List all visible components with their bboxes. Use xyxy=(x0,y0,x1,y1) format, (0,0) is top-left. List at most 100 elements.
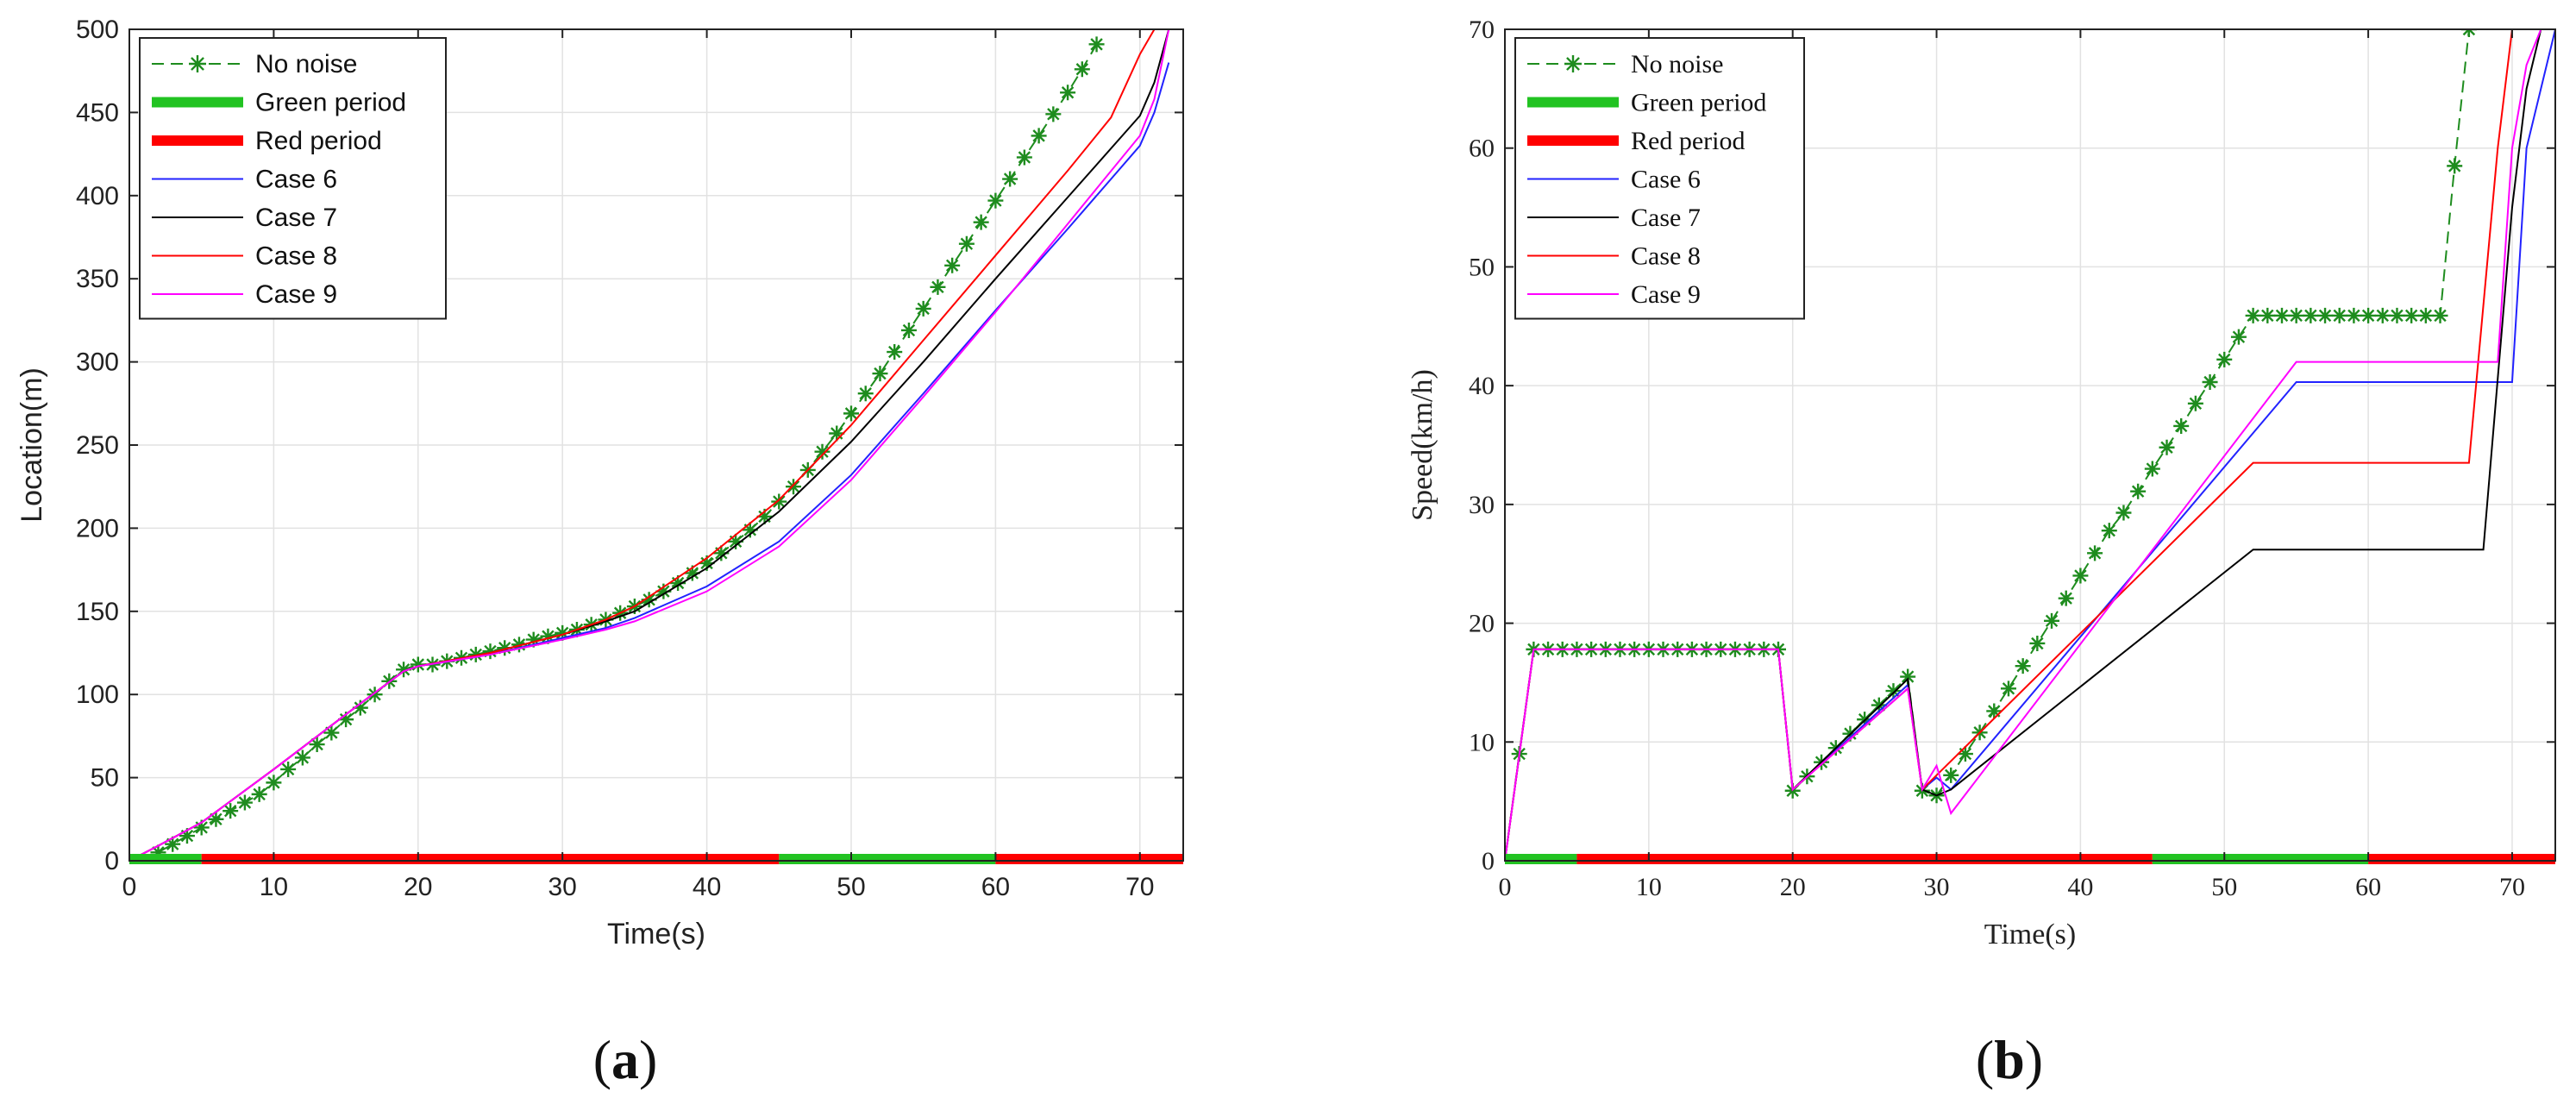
x-tick-label: 50 xyxy=(837,873,865,901)
data-point-no-noise xyxy=(511,637,527,653)
x-tick-label: 60 xyxy=(2355,873,2381,901)
data-point-no-noise xyxy=(396,662,412,678)
figure-caption: (a) xyxy=(593,1029,658,1090)
y-tick-label: 150 xyxy=(76,598,119,626)
data-point-no-noise xyxy=(193,819,210,836)
data-point-no-noise xyxy=(930,279,946,295)
y-tick-label: 200 xyxy=(76,514,119,543)
data-point-no-noise xyxy=(309,737,325,753)
x-tick-label: 20 xyxy=(1780,873,1806,901)
data-point-no-noise xyxy=(323,724,340,741)
x-tick-label: 30 xyxy=(548,873,577,901)
data-point-no-noise xyxy=(1871,697,1887,713)
data-point-no-noise xyxy=(2259,307,2276,323)
chart-b-speed: 0 10 20 30 40 50 60 70 0 10 20 30 40 50 60 70 Time(s) Spe… xyxy=(1407,16,2556,1090)
x-axis-label: Time(s) xyxy=(607,918,705,950)
y-tick-label: 350 xyxy=(76,265,119,293)
y-tick-label: 0 xyxy=(104,847,119,875)
legend-marker-no-noise xyxy=(189,55,206,72)
data-point-no-noise xyxy=(699,555,715,571)
data-point-no-noise xyxy=(887,344,903,361)
data-point-no-noise xyxy=(2173,417,2190,434)
data-point-no-noise xyxy=(944,257,961,273)
data-point-no-noise xyxy=(1016,149,1032,166)
data-point-no-noise xyxy=(482,643,498,660)
y-tick-label: 50 xyxy=(1469,253,1495,281)
data-point-no-noise xyxy=(208,811,224,827)
data-point-no-noise xyxy=(352,699,368,716)
data-point-no-noise xyxy=(1031,128,1047,144)
data-point-no-noise xyxy=(728,533,744,549)
y-tick-label: 300 xyxy=(76,348,119,377)
data-point-no-noise xyxy=(1943,767,1959,783)
legend-label-case-8: Case 8 xyxy=(1631,242,1701,271)
data-point-no-noise xyxy=(2331,307,2347,323)
data-point-no-noise xyxy=(2029,635,2046,651)
data-point-no-noise xyxy=(2288,307,2304,323)
x-tick-label: 0 xyxy=(1499,873,1512,901)
data-point-no-noise xyxy=(684,565,700,581)
data-point-no-noise xyxy=(2130,483,2147,499)
y-axis-label: Speed(km/h) xyxy=(1407,369,1438,521)
legend-label-no-noise: No noise xyxy=(255,50,357,78)
data-point-no-noise xyxy=(2115,505,2132,521)
data-point-no-noise xyxy=(497,640,513,656)
data-point-no-noise xyxy=(467,646,484,662)
series-line-case-9 xyxy=(129,29,1170,861)
data-point-no-noise xyxy=(2087,545,2103,561)
data-point-no-noise xyxy=(294,750,310,766)
data-point-no-noise xyxy=(251,786,267,802)
legend-label-case-8: Case 8 xyxy=(255,242,337,271)
legend-label-case-7: Case 7 xyxy=(255,204,337,232)
data-point-no-noise xyxy=(2159,439,2175,455)
data-point-no-noise xyxy=(2000,681,2016,697)
data-point-no-noise xyxy=(843,405,859,422)
data-point-no-noise xyxy=(2432,307,2448,323)
axes-frame xyxy=(1504,28,2556,862)
legend: No noise Green period Red period Case 6 Case… xyxy=(1514,37,1805,320)
data-point-no-noise xyxy=(2360,307,2377,323)
y-tick-label: 50 xyxy=(91,764,119,793)
legend-label-case-9: Case 9 xyxy=(255,280,337,309)
data-point-no-noise xyxy=(915,300,931,317)
data-point-no-noise xyxy=(165,836,181,852)
y-tick-label: 0 xyxy=(1482,847,1495,875)
data-point-no-noise xyxy=(1885,683,1902,699)
x-axis-label: Time(s) xyxy=(1984,919,2076,950)
data-point-no-noise xyxy=(1900,668,1916,685)
data-point-no-noise xyxy=(900,322,917,338)
legend-label-case-6: Case 6 xyxy=(255,166,337,194)
y-tick-label: 20 xyxy=(1469,610,1495,638)
x-tick-label: 30 xyxy=(1924,873,1950,901)
data-point-no-noise xyxy=(987,192,1004,209)
data-point-no-noise xyxy=(1957,746,1973,762)
x-tick-label: 10 xyxy=(1636,873,1662,901)
y-tick-label: 70 xyxy=(1469,16,1495,44)
data-point-no-noise xyxy=(2404,307,2420,323)
data-point-no-noise xyxy=(786,479,802,495)
y-tick-label: 250 xyxy=(76,431,119,460)
data-point-no-noise xyxy=(367,687,383,703)
y-tick-label: 60 xyxy=(1469,135,1495,163)
data-point-no-noise xyxy=(525,631,542,648)
data-point-no-noise xyxy=(2447,158,2463,174)
data-point-no-noise xyxy=(814,443,830,460)
y-tick-label: 40 xyxy=(1469,372,1495,400)
data-point-no-noise xyxy=(150,844,166,861)
data-point-no-noise xyxy=(2187,395,2203,411)
data-point-no-noise xyxy=(756,508,773,524)
y-axis-label: Location(m) xyxy=(16,367,48,523)
data-point-no-noise xyxy=(2303,307,2319,323)
data-point-no-noise xyxy=(2015,658,2031,674)
legend-label-green-period: Green period xyxy=(1631,89,1766,117)
data-point-no-noise xyxy=(2058,590,2074,606)
data-point-no-noise xyxy=(771,493,787,510)
data-point-no-noise xyxy=(280,761,297,777)
x-tick-label: 50 xyxy=(2211,873,2237,901)
data-point-no-noise xyxy=(2245,307,2261,323)
data-point-no-noise xyxy=(670,575,686,592)
legend-label-red-period: Red period xyxy=(255,127,382,155)
data-point-no-noise xyxy=(829,425,845,442)
data-point-no-noise xyxy=(2346,307,2362,323)
data-point-no-noise xyxy=(2374,307,2391,323)
